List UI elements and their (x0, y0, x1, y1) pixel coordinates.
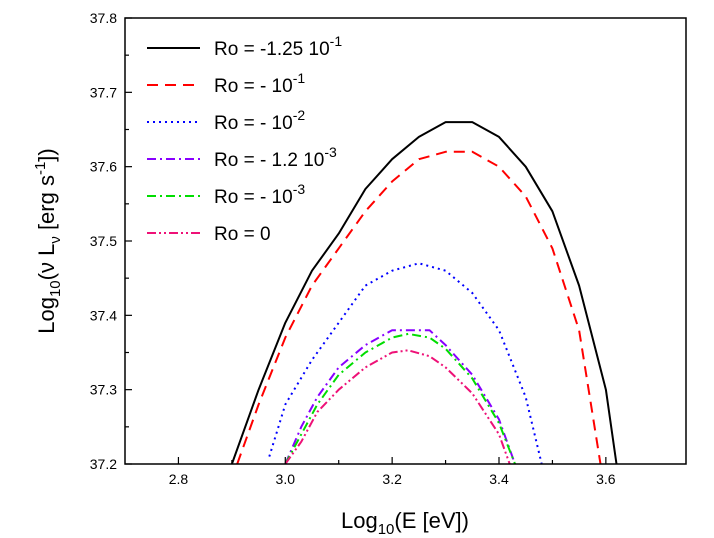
series-line-4 (284, 332, 516, 464)
x-axis-title: Log10(E [eV]) (341, 508, 469, 538)
series-line-3 (284, 329, 516, 464)
series-line-1 (236, 150, 602, 464)
y-tick-label: 37.3 (90, 382, 117, 398)
legend-label-2: Ro = - 10-2 (214, 107, 305, 134)
y-tick-label: 37.4 (90, 307, 117, 323)
legend-label-3: Ro = - 1.2 10-3 (214, 144, 337, 171)
y-tick-label: 37.8 (90, 10, 117, 26)
x-tick-label: 2.8 (169, 471, 189, 487)
y-tick-label: 37.2 (90, 456, 117, 472)
x-tick-label: 3.4 (489, 471, 509, 487)
legend-label-4: Ro = - 10-3 (214, 181, 305, 208)
legend-label-1: Ro = - 10-1 (214, 70, 305, 97)
y-tick-label: 37.6 (90, 159, 117, 175)
plot-frame (124, 17, 687, 465)
tick-layer: 2.8 3.0 3.2 3.4 3.6 37.2 37.3 37.4 37.5 37.6 37.7 3… (90, 10, 616, 487)
x-tick-label: 3.0 (276, 471, 296, 487)
legend-label-0: Ro = -1.25 10-1 (214, 33, 342, 60)
x-tick-label: 3.2 (382, 471, 402, 487)
y-axis-title: Log10(ν Lν [erg s-1]) (32, 148, 64, 334)
legend-label-5: Ro = 0 (214, 224, 271, 245)
series-line-5 (284, 349, 511, 464)
y-tick-label: 37.7 (90, 84, 117, 100)
x-tick-label: 3.6 (596, 471, 616, 487)
series-line-2 (268, 262, 543, 464)
series-line-0 (230, 121, 618, 464)
y-tick-label: 37.5 (90, 233, 117, 249)
series-layer (230, 121, 618, 464)
legend: Ro = -1.25 10-1 Ro = - 10-1 Ro = - 10-2 Ro … (147, 33, 342, 245)
